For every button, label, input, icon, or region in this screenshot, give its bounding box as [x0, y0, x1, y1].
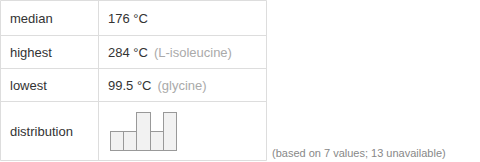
row-label: distribution — [10, 124, 73, 139]
row-label: highest — [10, 45, 52, 60]
table-rule — [1, 35, 267, 36]
row-value: 284 °C — [108, 45, 148, 60]
row-note: (glycine) — [158, 78, 207, 93]
row-value: 176 °C — [108, 11, 148, 26]
histogram-bar — [151, 132, 164, 151]
table-rule — [1, 0, 267, 1]
table-rule — [98, 1, 99, 161]
table-rule — [266, 1, 267, 161]
table-rule — [0, 1, 1, 161]
row-note: (L-isoleucine) — [154, 45, 232, 60]
histogram-bar — [137, 113, 151, 151]
histogram-bar — [164, 113, 177, 151]
histogram — [111, 113, 177, 151]
histogram-bar — [111, 132, 124, 151]
histogram-bar — [124, 132, 137, 151]
row-label: lowest — [10, 78, 47, 93]
page: median 176 °C highest 284 °C (L-isoleucine) l… — [0, 0, 480, 162]
table-rule — [1, 68, 267, 69]
table-rule — [1, 160, 267, 161]
row-label: median — [10, 11, 53, 26]
table-rule — [1, 101, 267, 102]
footnote: (based on 7 values; 13 unavailable) — [272, 147, 446, 159]
row-value: 99.5 °C — [108, 78, 152, 93]
